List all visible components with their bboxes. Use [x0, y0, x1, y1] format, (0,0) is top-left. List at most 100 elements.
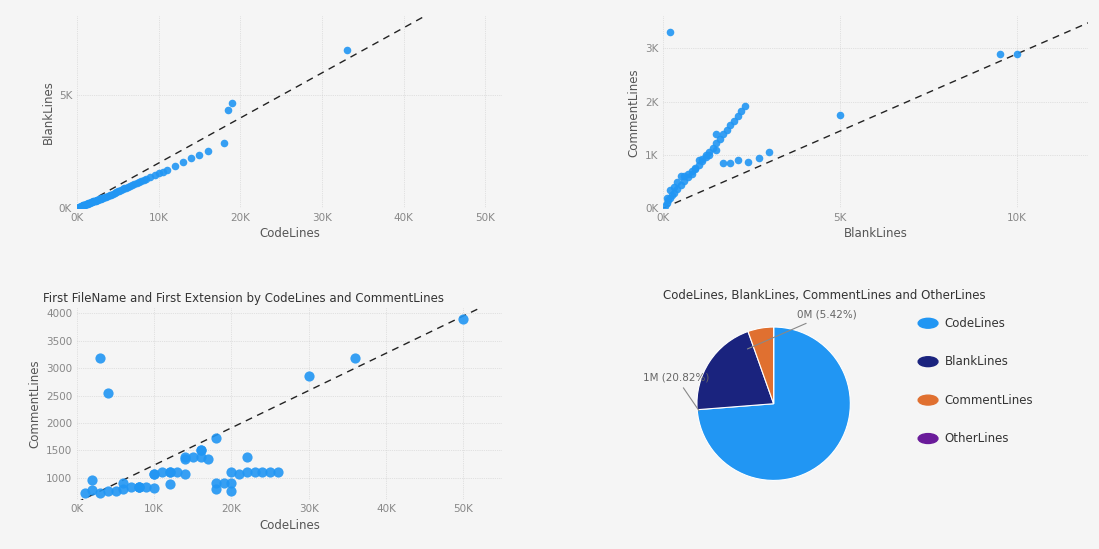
Point	[153, 467, 170, 476]
Point	[135, 176, 153, 184]
Point	[91, 354, 109, 362]
Point	[145, 470, 163, 479]
Point	[69, 203, 87, 211]
Point	[208, 478, 225, 487]
Point	[300, 372, 318, 381]
Point	[254, 467, 271, 476]
Point	[711, 135, 729, 143]
Text: CodeLines, BlankLines, CommentLines and OtherLines: CodeLines, BlankLines, CommentLines and …	[663, 289, 986, 302]
Point	[91, 489, 109, 497]
Text: OtherLines: OtherLines	[944, 432, 1009, 445]
Point	[990, 49, 1008, 58]
Point	[154, 167, 171, 176]
Point	[112, 186, 130, 194]
Point	[662, 193, 679, 202]
Point	[114, 484, 132, 493]
Point	[88, 196, 106, 205]
Point	[246, 467, 264, 476]
Point	[690, 161, 708, 170]
Point	[346, 354, 364, 362]
Point	[102, 190, 120, 199]
Point	[208, 484, 225, 493]
Point	[231, 470, 248, 479]
Wedge shape	[748, 327, 774, 404]
X-axis label: CodeLines: CodeLines	[259, 227, 320, 240]
Text: CodeLines: CodeLines	[944, 317, 1006, 330]
Point	[656, 201, 674, 210]
Point	[722, 121, 740, 130]
Point	[176, 454, 193, 463]
Point	[223, 479, 241, 488]
Point	[84, 475, 101, 484]
Point	[89, 195, 107, 204]
Point	[761, 148, 778, 156]
Point	[682, 169, 700, 178]
Point	[99, 192, 116, 200]
Point	[697, 152, 714, 161]
Point	[262, 467, 279, 476]
Point	[220, 105, 237, 114]
Point	[86, 197, 103, 205]
Point	[86, 197, 103, 205]
Point	[740, 158, 757, 166]
Point	[668, 184, 686, 193]
Point	[176, 470, 193, 479]
Point	[708, 145, 725, 154]
Point	[722, 159, 740, 167]
Point	[697, 150, 714, 159]
Point	[74, 201, 91, 210]
Point	[160, 467, 178, 476]
Point	[114, 185, 132, 194]
Point	[673, 181, 690, 189]
Point	[92, 194, 110, 203]
Point	[99, 388, 116, 397]
Point	[142, 173, 159, 182]
Point	[269, 467, 287, 476]
Point	[107, 487, 124, 496]
Point	[668, 177, 686, 186]
Point	[137, 483, 155, 491]
Point	[682, 166, 700, 175]
Point	[145, 470, 163, 479]
Point	[832, 110, 850, 119]
Point	[78, 200, 96, 209]
Point	[714, 159, 732, 167]
Point	[70, 203, 88, 211]
Point	[191, 445, 209, 454]
Point	[223, 467, 241, 476]
Point	[115, 184, 133, 193]
Point	[729, 111, 746, 120]
Point	[736, 102, 754, 110]
Point	[176, 452, 193, 461]
Point	[80, 199, 98, 208]
Point	[208, 434, 225, 442]
Point	[96, 193, 113, 201]
Point	[725, 116, 743, 125]
Point	[191, 452, 209, 461]
Point	[91, 194, 109, 203]
Point	[708, 129, 725, 138]
Y-axis label: BlankLines: BlankLines	[42, 80, 55, 144]
Point	[168, 467, 186, 476]
Point	[73, 201, 90, 210]
Point	[700, 150, 718, 159]
Point	[118, 183, 135, 192]
Point	[76, 200, 93, 209]
Point	[127, 179, 145, 188]
Wedge shape	[697, 327, 851, 480]
Point	[690, 156, 708, 165]
Point	[693, 156, 711, 165]
Point	[84, 485, 101, 494]
Point	[659, 196, 677, 205]
Point	[92, 194, 110, 203]
Point	[90, 195, 108, 204]
Point	[658, 199, 676, 208]
Point	[700, 147, 718, 156]
Point	[75, 201, 92, 210]
Point	[93, 194, 111, 203]
Point	[718, 126, 735, 135]
Point	[125, 180, 143, 189]
Point	[704, 144, 722, 153]
Point	[114, 479, 132, 488]
Point	[76, 200, 93, 209]
